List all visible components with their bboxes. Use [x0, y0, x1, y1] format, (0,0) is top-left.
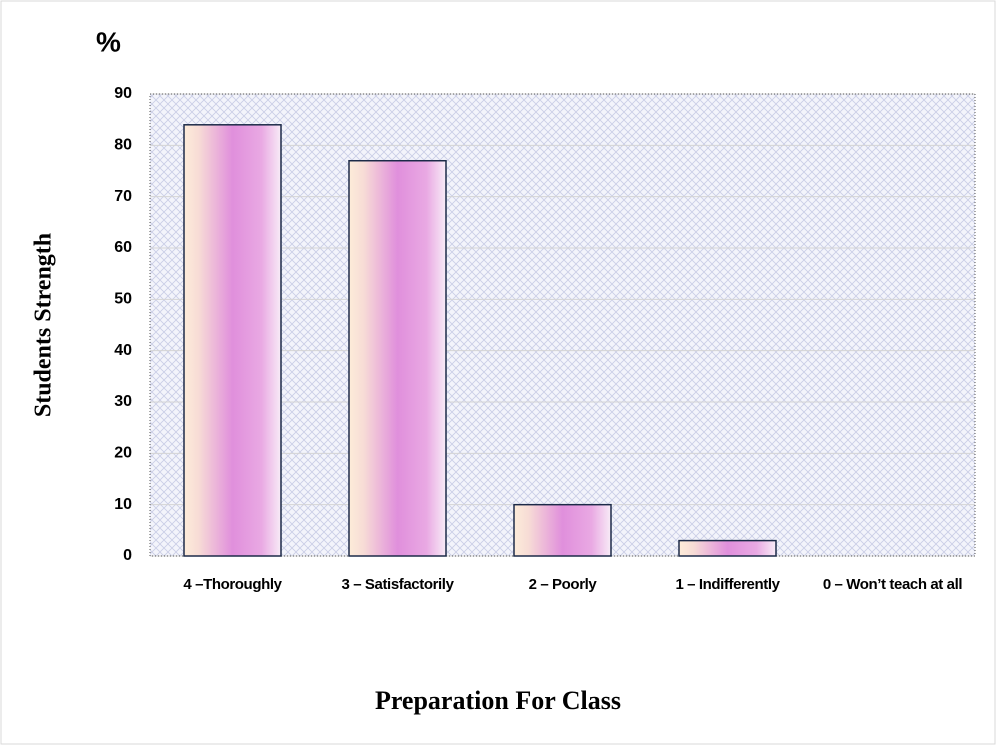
bar [183, 124, 282, 557]
y-tick-label: 80 [114, 137, 132, 154]
x-tick-label: 3 – Satisfactorily [341, 576, 454, 593]
bar [678, 539, 777, 557]
unit-label: % [96, 26, 121, 57]
bar [513, 503, 612, 557]
x-tick-label: 0 – Won’t teach at all [822, 576, 963, 593]
y-tick-label: 40 [114, 342, 132, 359]
y-tick-label: 50 [114, 291, 132, 308]
y-tick-label: 20 [114, 445, 132, 462]
y-tick-label: 60 [114, 239, 132, 256]
bar [348, 159, 447, 557]
y-axis-label: Students Strength [31, 233, 57, 417]
x-axis-label: Preparation For Class [375, 686, 621, 715]
y-tick-label: 70 [114, 188, 132, 205]
x-tick-label: 1 – Indifferently [675, 576, 780, 593]
plot-border [149, 93, 976, 557]
plot-background [150, 94, 975, 556]
x-tick-label: 2 – Poorly [528, 576, 597, 593]
y-tick-label: 90 [114, 85, 132, 102]
x-tick-label: 4 –Thoroughly [183, 576, 282, 593]
y-tick-label: 30 [114, 393, 132, 410]
y-tick-label: 10 [114, 496, 132, 513]
y-tick-label: 0 [123, 547, 132, 564]
